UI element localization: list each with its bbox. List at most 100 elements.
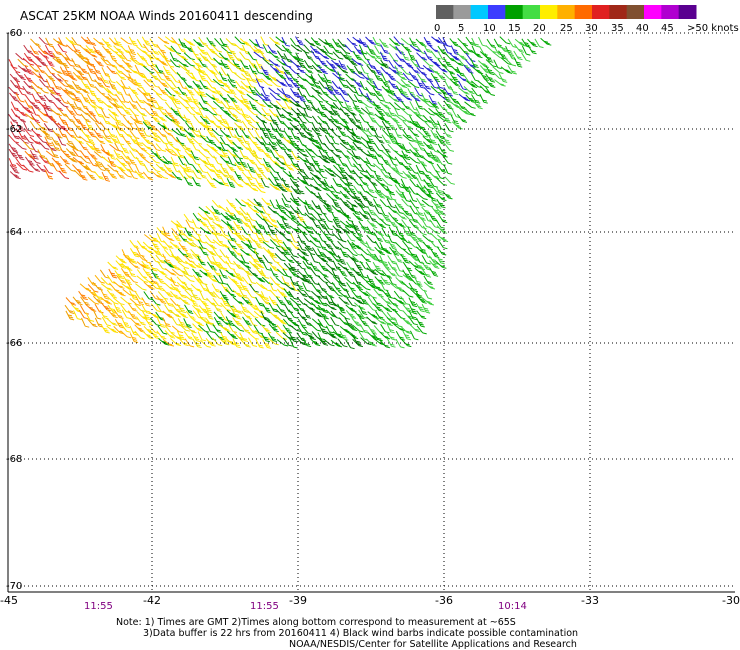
wind-barb <box>275 100 287 109</box>
wind-barb <box>394 283 405 293</box>
wind-barb <box>359 171 372 180</box>
wind-barb <box>289 276 298 286</box>
wind-barb <box>351 149 361 160</box>
wind-barb <box>358 309 368 319</box>
wind-barb <box>395 226 405 237</box>
wind-barb <box>339 207 350 217</box>
wind-barb <box>78 309 89 320</box>
wind-barb <box>220 212 232 221</box>
wind-barb <box>317 73 328 83</box>
wind-barb <box>415 246 427 255</box>
wind-barb <box>65 106 76 116</box>
wind-barb <box>443 87 453 97</box>
wind-barb <box>277 94 289 102</box>
wind-barb <box>73 50 85 60</box>
wind-barb <box>295 36 305 46</box>
wind-barb <box>94 303 104 314</box>
time-label: 11:55 <box>84 601 113 612</box>
wind-barb <box>407 80 420 89</box>
wind-barb <box>302 337 312 348</box>
wind-barb <box>65 37 77 46</box>
wind-barb <box>255 93 268 101</box>
wind-barb <box>120 144 130 154</box>
wind-barb <box>465 80 478 88</box>
wind-barb <box>248 283 259 293</box>
wind-barb <box>73 101 83 111</box>
wind-barb <box>164 268 177 276</box>
wind-barb <box>190 150 200 161</box>
lat-label: -68 <box>6 454 22 465</box>
wind-barb <box>247 274 256 285</box>
wind-barb <box>101 135 113 144</box>
wind-barb <box>423 108 435 116</box>
wind-barb <box>129 298 141 306</box>
wind-barb <box>15 142 27 150</box>
wind-barb <box>205 283 214 294</box>
wind-barb <box>247 122 260 130</box>
wind-barb <box>171 254 182 263</box>
legend-label: 0 <box>434 23 440 34</box>
wind-barb <box>428 94 438 105</box>
wind-barb <box>235 198 246 207</box>
wind-barb <box>30 101 41 110</box>
wind-barb <box>183 233 194 242</box>
wind-barb <box>358 268 368 279</box>
wind-barb <box>100 297 113 305</box>
wind-barb <box>337 127 348 137</box>
wind-barb <box>374 134 385 144</box>
wind-barb <box>94 108 104 118</box>
wind-barb <box>79 155 91 164</box>
wind-barb <box>129 333 139 343</box>
wind-barb <box>107 149 116 160</box>
wind-barb <box>325 295 334 306</box>
wind-barb <box>330 128 341 138</box>
wind-barb <box>114 37 123 48</box>
wind-barb <box>332 218 342 229</box>
wind-barb <box>247 310 259 319</box>
wind-barb <box>380 93 390 104</box>
wind-barb <box>332 225 343 234</box>
wind-barb <box>331 282 342 292</box>
wind-barb <box>206 274 218 283</box>
wind-barb <box>374 107 385 116</box>
wind-barb <box>206 289 217 298</box>
wind-barb <box>106 317 118 326</box>
wind-barb <box>86 171 97 181</box>
wind-barb <box>107 93 119 102</box>
wind-barb <box>87 288 99 297</box>
wind-barb <box>346 157 356 168</box>
wind-barb <box>260 65 270 76</box>
wind-barb <box>127 274 138 284</box>
legend-swatch <box>488 5 506 19</box>
wind-barb <box>232 274 245 282</box>
wind-barb <box>289 177 300 187</box>
wind-barb <box>205 107 217 116</box>
wind-barb <box>64 58 75 67</box>
wind-barb <box>176 43 187 53</box>
wind-barb <box>162 122 173 132</box>
wind-barb <box>227 128 237 139</box>
wind-barb <box>143 281 155 290</box>
wind-barb <box>163 163 174 173</box>
wind-barb <box>164 324 175 334</box>
wind-barb <box>346 282 356 292</box>
wind-barb <box>514 43 525 53</box>
wind-barb <box>346 239 357 249</box>
wind-barb <box>260 178 270 188</box>
wind-barb <box>352 101 361 112</box>
wind-barb <box>282 219 291 229</box>
wind-barb <box>311 127 322 137</box>
wind-barb <box>358 282 371 291</box>
wind-barb <box>429 260 440 269</box>
wind-barb <box>295 81 307 90</box>
wind-barb <box>191 136 203 145</box>
wind-barb <box>220 164 229 174</box>
wind-barb <box>324 302 337 311</box>
wind-barb <box>359 192 369 202</box>
wind-barb <box>311 94 324 103</box>
wind-barb <box>169 51 179 62</box>
wind-barb <box>246 156 257 165</box>
lon-label: -42 <box>143 594 161 607</box>
wind-barb <box>234 232 246 242</box>
wind-barb <box>176 310 188 319</box>
